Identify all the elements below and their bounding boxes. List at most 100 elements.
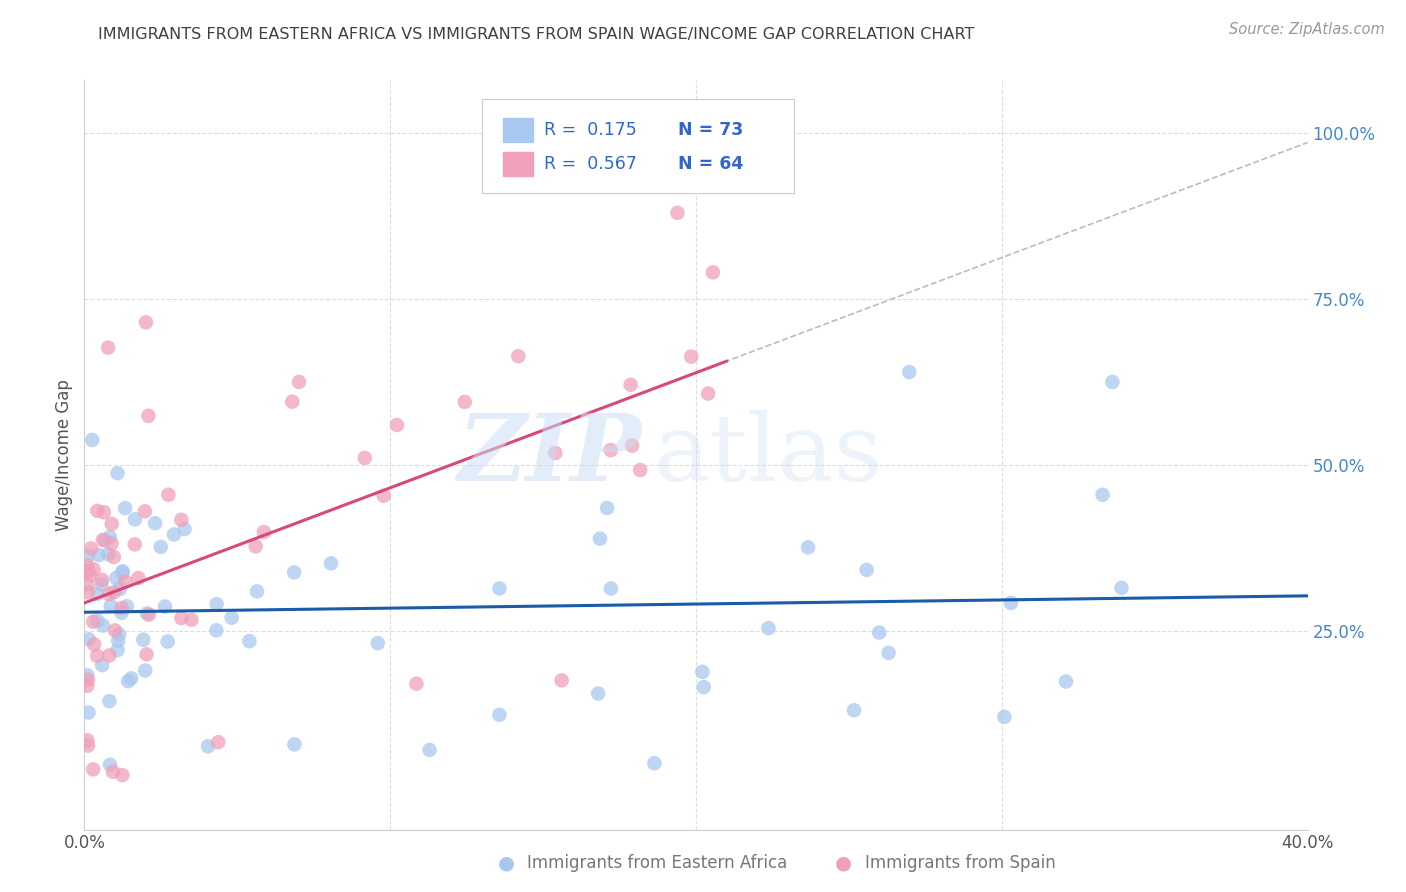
Point <box>132 632 155 647</box>
Point <box>94 533 117 548</box>
Point <box>86 648 108 663</box>
Point <box>76 558 98 573</box>
Text: ZIP: ZIP <box>457 410 641 500</box>
Point <box>83 637 105 651</box>
Point <box>124 537 146 551</box>
Point <box>628 463 651 477</box>
Point <box>245 540 267 554</box>
Point <box>97 587 120 601</box>
Point <box>135 315 157 329</box>
Point <box>108 582 131 596</box>
Point <box>107 633 129 648</box>
Point <box>205 597 228 611</box>
Point <box>91 618 114 632</box>
Point <box>86 587 108 601</box>
Text: N = 73: N = 73 <box>678 120 742 139</box>
Point <box>134 664 156 678</box>
Point <box>842 703 865 717</box>
Point <box>488 707 510 722</box>
Point <box>385 417 408 432</box>
Point <box>82 433 104 447</box>
Point <box>80 541 103 556</box>
Point <box>508 349 530 363</box>
Point <box>100 599 122 613</box>
Point <box>666 206 689 220</box>
Point <box>238 634 260 648</box>
Text: N = 64: N = 64 <box>678 155 742 173</box>
Point <box>993 710 1015 724</box>
Point <box>221 610 243 624</box>
Point <box>797 541 820 555</box>
Point <box>488 582 510 596</box>
Point <box>98 757 121 772</box>
Point <box>156 634 179 648</box>
Point <box>83 562 105 576</box>
Text: atlas: atlas <box>654 410 883 500</box>
Text: Immigrants from Eastern Africa: Immigrants from Eastern Africa <box>527 855 787 872</box>
Point <box>283 738 305 752</box>
Point <box>90 577 112 591</box>
Point <box>136 607 159 621</box>
Point <box>98 694 121 708</box>
Point <box>1000 596 1022 610</box>
Point <box>77 549 100 563</box>
Point <box>111 564 134 578</box>
Point <box>180 613 202 627</box>
Point <box>419 743 441 757</box>
Point <box>454 395 477 409</box>
Point <box>114 574 136 589</box>
Point <box>134 504 156 518</box>
Point <box>101 764 124 779</box>
Point <box>77 673 100 687</box>
Point <box>877 646 900 660</box>
Text: IMMIGRANTS FROM EASTERN AFRICA VS IMMIGRANTS FROM SPAIN WAGE/INCOME GAP CORRELAT: IMMIGRANTS FROM EASTERN AFRICA VS IMMIGR… <box>98 27 974 42</box>
Point <box>205 624 228 638</box>
Point <box>620 377 643 392</box>
Text: Immigrants from Spain: Immigrants from Spain <box>865 855 1056 872</box>
Point <box>110 606 132 620</box>
Point <box>77 632 100 647</box>
Point <box>76 733 98 747</box>
Point <box>550 673 572 688</box>
Point <box>163 527 186 541</box>
Point <box>124 512 146 526</box>
Point <box>693 680 716 694</box>
Point <box>90 573 112 587</box>
Bar <box>503 153 533 177</box>
Point <box>149 540 172 554</box>
Point <box>157 488 180 502</box>
Point <box>82 763 104 777</box>
Point <box>91 533 114 547</box>
Point <box>1111 581 1133 595</box>
Point <box>97 547 120 561</box>
Point <box>288 375 311 389</box>
Point <box>104 624 127 638</box>
Point <box>596 500 619 515</box>
Point <box>97 341 120 355</box>
Text: ●: ● <box>835 854 852 872</box>
Text: R =  0.175: R = 0.175 <box>544 120 637 139</box>
Point <box>111 768 134 782</box>
Point <box>76 668 98 682</box>
Point <box>855 563 877 577</box>
Point <box>692 665 714 679</box>
Point <box>170 513 193 527</box>
Point <box>98 648 121 663</box>
Point <box>405 676 427 690</box>
Point <box>697 386 720 401</box>
Point <box>1101 375 1123 389</box>
Point <box>758 621 780 635</box>
Point <box>103 585 125 599</box>
Point <box>143 516 166 531</box>
Point <box>86 504 108 518</box>
Point <box>367 636 389 650</box>
Point <box>681 350 703 364</box>
Point <box>153 599 176 614</box>
Point <box>100 536 122 550</box>
Point <box>373 489 395 503</box>
Point <box>599 443 621 458</box>
Point <box>76 679 98 693</box>
Point <box>207 735 229 749</box>
Point <box>76 565 98 579</box>
Point <box>76 564 98 578</box>
